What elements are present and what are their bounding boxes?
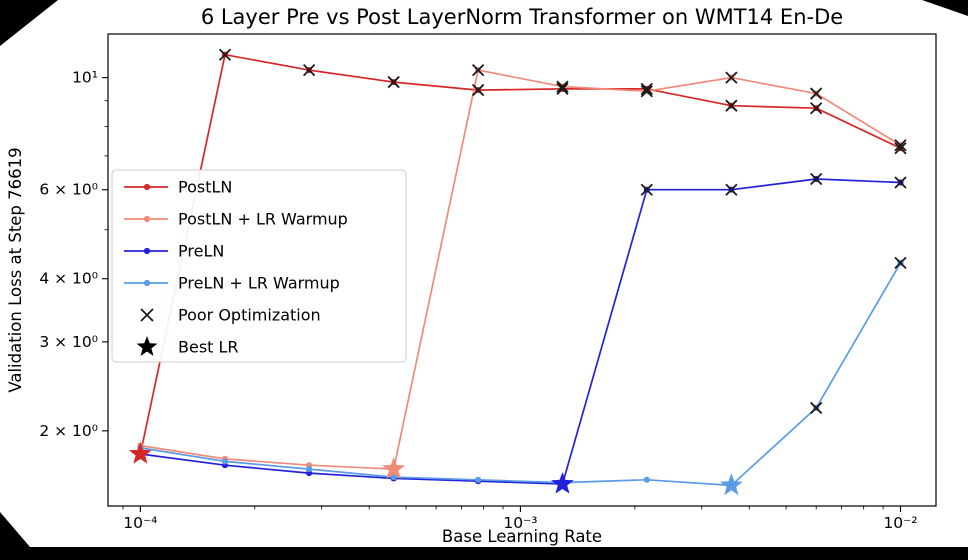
legend-label: PostLN <box>178 178 232 197</box>
poor-optimization-marker <box>472 63 485 77</box>
data-point <box>475 476 482 483</box>
poor-optimization-marker <box>810 401 823 415</box>
legend-box <box>111 169 407 363</box>
legend-dot-sample <box>143 247 151 255</box>
legend-poor-optimization-icon <box>140 308 154 322</box>
x-tick-label: 10⁻³ <box>503 514 537 532</box>
data-point <box>221 458 229 465</box>
series-line-preln-+-lr-warmup <box>140 262 902 487</box>
plot-layer: 10⁻⁴ 10⁻³ 10⁻² 2 × 10⁰ 3 × 10⁰ 4 × 10⁰ 6 × 10⁰… <box>39 33 937 532</box>
best-lr-marker <box>128 441 152 464</box>
data-point <box>306 466 313 473</box>
series-line-preln <box>140 178 901 485</box>
legend-label: PostLN + LR Warmup <box>178 210 348 229</box>
poor-optimization-marker <box>640 85 653 98</box>
legend-dot-sample <box>143 215 151 223</box>
poor-optimization-marker <box>725 99 738 112</box>
y-tick-label: 3 × 10⁰ <box>39 333 98 351</box>
poor-optimization-marker <box>640 183 653 196</box>
poor-optimization-marker <box>556 80 569 93</box>
legend-dot-sample <box>143 279 151 287</box>
poor-optimization-marker <box>810 172 823 186</box>
y-tick-label: 4 × 10⁰ <box>39 270 98 288</box>
poor-optimization-marker <box>218 48 232 61</box>
corner-artifact-top-right <box>922 0 968 16</box>
poor-optimization-marker <box>894 142 907 155</box>
corner-artifact-bottom-left <box>0 512 30 547</box>
poor-optimization-marker <box>810 102 823 115</box>
y-tick-label: 6 × 10⁰ <box>39 181 98 199</box>
poor-optimization-marker <box>472 83 485 97</box>
best-lr-marker <box>719 473 743 496</box>
data-point <box>643 476 650 483</box>
legend-dot-sample <box>143 183 151 191</box>
y-axis-label: Validation Loss at Step 76619 <box>6 147 25 392</box>
poor-optimization-marker <box>725 71 738 84</box>
data-point <box>390 474 397 481</box>
poor-optimization-marker <box>725 183 738 196</box>
legend-label: Best LR <box>178 338 239 357</box>
series-line-postln <box>139 53 901 455</box>
plot-frame <box>107 33 937 507</box>
legend-best-lr-star-icon <box>136 336 158 356</box>
series-line-postln-+-lr-warmup <box>140 69 901 470</box>
corner-artifact-top-left <box>0 0 58 46</box>
legend-label: Poor Optimization <box>178 306 321 325</box>
legend-label: PreLN <box>178 242 224 261</box>
chart-title: 6 Layer Pre vs Post LayerNorm Transforme… <box>201 5 843 29</box>
poor-optimization-marker <box>302 63 316 77</box>
poor-optimization-marker <box>894 176 907 189</box>
poor-optimization-marker <box>640 82 653 96</box>
best-lr-marker <box>382 457 406 479</box>
x-tick-label: 10⁻² <box>883 514 917 532</box>
x-axis-label: Base Learning Rate <box>442 527 602 546</box>
y-tick-label: 2 × 10⁰ <box>39 422 98 440</box>
poor-optimization-marker <box>894 256 907 269</box>
poor-optimization-marker <box>387 75 400 89</box>
poor-optimization-marker <box>894 139 907 152</box>
poor-optimization-marker <box>556 82 569 96</box>
best-lr-marker <box>551 471 574 494</box>
y-tick-label: 10¹ <box>72 69 98 87</box>
poor-optimization-marker <box>810 87 823 100</box>
legend-label: PreLN + LR Warmup <box>178 274 340 293</box>
x-tick-label: 10⁻⁴ <box>123 514 157 532</box>
